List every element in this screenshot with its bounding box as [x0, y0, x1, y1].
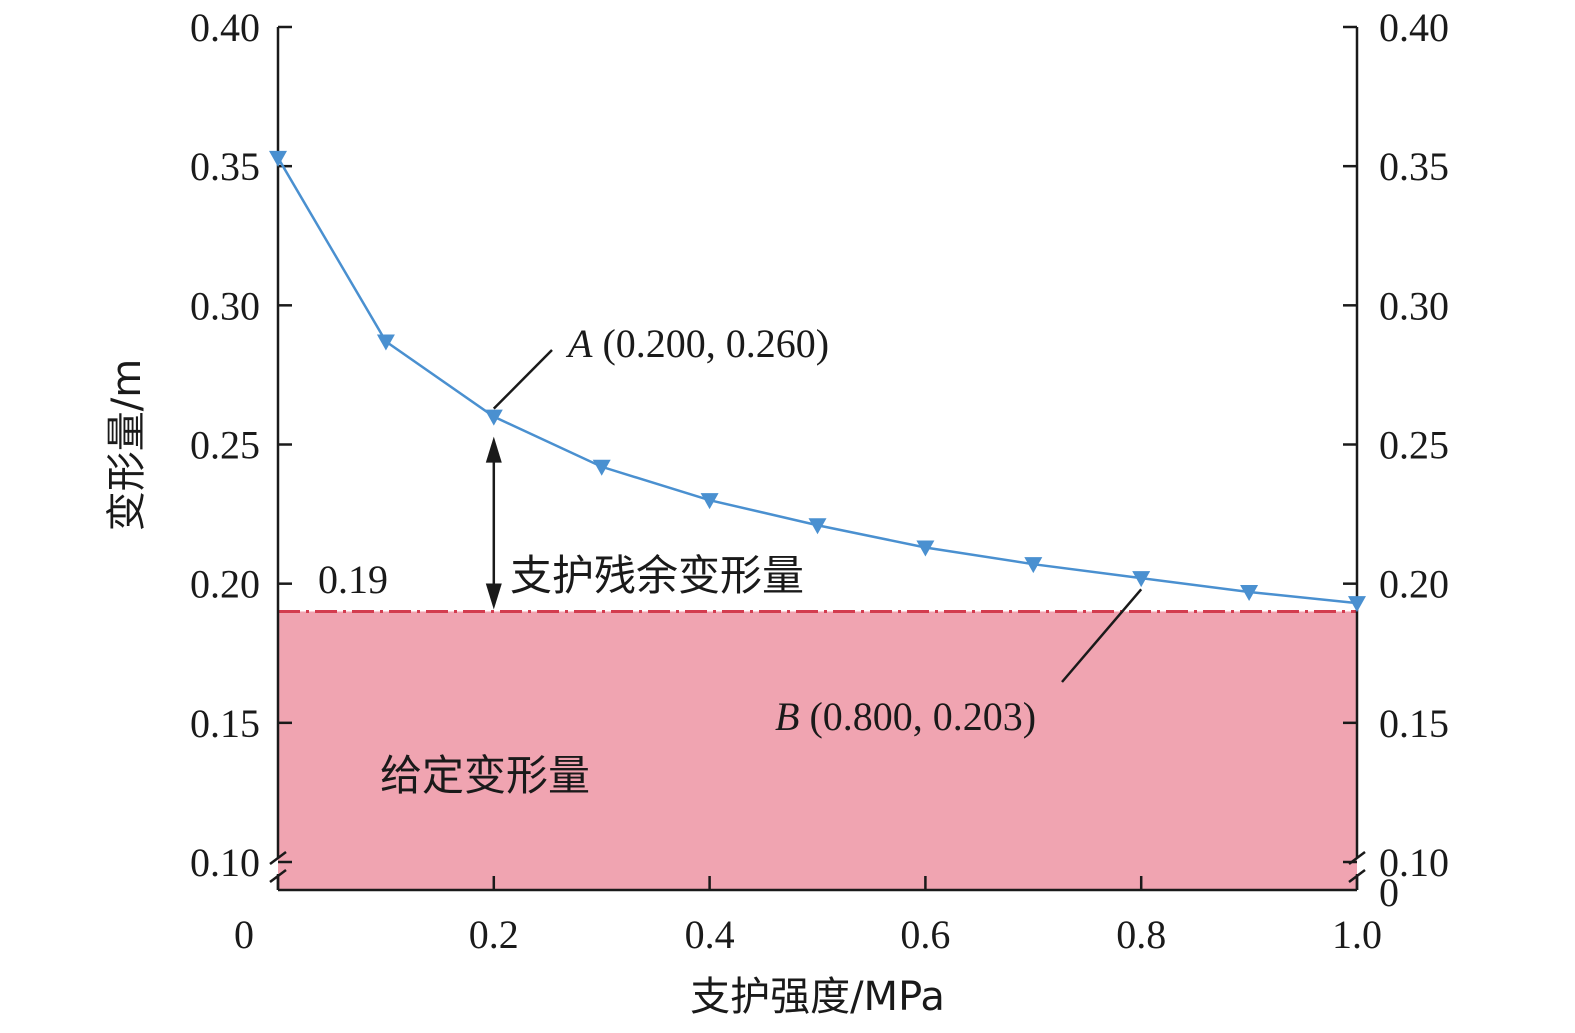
data-point-marker	[1240, 585, 1259, 602]
series-line	[276, 157, 1358, 605]
data-series	[269, 150, 1366, 613]
x-tick-label: 0.8	[1116, 912, 1166, 957]
data-point-marker	[1348, 596, 1366, 613]
point-annotations: A (0.200, 0.260) B (0.800, 0.203)	[492, 321, 1143, 739]
data-point-marker	[1132, 571, 1151, 588]
data-point-marker	[808, 518, 827, 535]
x-tick-label: 0.2	[469, 912, 519, 957]
y-tick-label-right: 0.35	[1379, 144, 1449, 189]
y-tick-label-left: 0.40	[190, 5, 260, 50]
y-tick-label-right: 0.15	[1379, 701, 1449, 746]
given-deformation-region	[278, 611, 1357, 890]
y-zero-label-right: 0	[1379, 870, 1399, 915]
threshold-value-label: 0.19	[318, 557, 388, 602]
y-tick-label-left: 0.35	[190, 144, 260, 189]
annotation-b-letter: B	[775, 694, 799, 739]
y-tick-label-right: 0.10	[1379, 840, 1449, 885]
y-tick-label-right: 0.25	[1379, 423, 1449, 468]
x-axis-title: 支护强度/MPa	[690, 974, 945, 1020]
x-tick-label: 0.4	[685, 912, 735, 957]
y-tick-label-right: 0.30	[1379, 283, 1449, 328]
data-point-marker	[592, 459, 611, 476]
data-point-marker	[484, 409, 503, 426]
given-deformation-label: 给定变形量	[380, 751, 590, 800]
x-tick-label: 0.6	[900, 912, 950, 957]
annotation-a-coords: (0.200, 0.260)	[592, 321, 829, 366]
y-tick-label-right: 0.40	[1379, 5, 1449, 50]
y-axis-title: 变形量/m	[104, 359, 150, 531]
annotation-a-letter: A	[565, 321, 593, 366]
data-point-marker	[700, 493, 719, 510]
tick-labels: 0.10 0.100.15 0.150.20 0.200.25 0.250.30 0.30…	[190, 5, 1449, 957]
annotation-b-leader	[1061, 588, 1143, 683]
x-tick-label: 0	[234, 912, 254, 957]
y-tick-label-left: 0.30	[190, 283, 260, 328]
data-point-marker	[916, 540, 935, 557]
residual-arrow-head-down	[485, 583, 502, 610]
annotation-a-label: A (0.200, 0.260)	[565, 321, 829, 366]
data-point-marker	[1024, 557, 1043, 574]
residual-arrow-head-up	[485, 436, 502, 463]
x-tick-label: 1.0	[1332, 912, 1382, 957]
y-tick-label-right: 0.20	[1379, 562, 1449, 607]
annotation-a-leader	[492, 349, 553, 410]
data-point-marker	[269, 150, 287, 167]
y-tick-label-left: 0.20	[190, 562, 260, 607]
annotation-b-label: B (0.800, 0.203)	[775, 694, 1036, 739]
y-tick-label-left: 0.10	[190, 840, 260, 885]
residual-arrow	[485, 436, 502, 610]
left-break-mark-1	[269, 851, 287, 865]
annotation-b-coords: (0.800, 0.203)	[799, 694, 1036, 739]
y-tick-label-left: 0.25	[190, 423, 260, 468]
data-point-marker	[376, 334, 395, 351]
y-tick-label-left: 0.15	[190, 701, 260, 746]
residual-deformation-label: 支护残余变形量	[510, 551, 804, 600]
